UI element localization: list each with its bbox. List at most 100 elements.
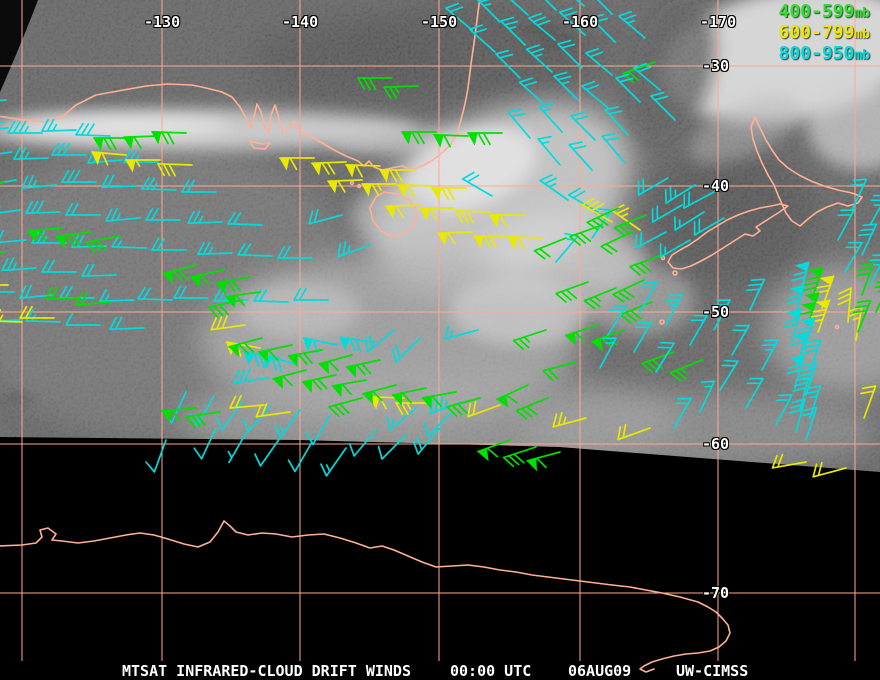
wind-barb [445,2,473,31]
wind-barb [539,174,569,201]
wind-barb [187,210,223,225]
wind-barb [844,241,863,273]
coastline-antarctica [0,520,731,673]
wind-barb [502,446,537,468]
wind-barb-flag [339,336,350,351]
coastlines-layer [0,0,863,673]
wind-barb [101,174,137,189]
wind-barb [600,231,633,255]
wind-barb-flag [345,364,357,378]
wind-barb [210,315,246,331]
wind-barb [639,281,658,313]
island-dot [834,324,840,330]
wind-barb [510,0,529,16]
wind-barb [664,184,696,204]
latitude-label: -50 [702,303,730,321]
wind-barb [237,242,273,257]
wind-barb [109,316,145,331]
wind-barb-flag [473,235,484,249]
wind-barb [788,398,806,433]
wind-barb [242,405,271,433]
wind-barb [383,85,419,100]
wind-barb [528,12,556,41]
wind-barb [227,432,247,464]
wind-barb [799,361,818,396]
legend-unit: mb [854,27,870,42]
wind-barb-flag [496,394,509,408]
wind-barb [19,305,55,319]
latitude-label: -40 [702,177,730,195]
wind-barb [386,407,417,431]
wind-barb [145,207,181,221]
wind-barb [641,351,675,373]
wind-barb [650,91,676,121]
wind-barb-flag [792,331,808,342]
wind-barb [193,427,217,460]
wind-barb-flag [477,447,489,462]
caption-time: 00:00 UTC [450,662,532,680]
wind-barb [761,339,779,371]
wind-barb [601,132,625,163]
wind-barb [468,24,496,53]
wind-barb [719,359,739,391]
wind-barb-flag [467,132,478,146]
wind-barb [85,235,121,253]
island-stewart [672,270,678,276]
wind-barb-flag [507,236,518,250]
wind-barb [553,71,579,101]
wind-barb [157,162,193,177]
wind-barb [558,7,586,36]
wind-barb [689,314,708,346]
wind-barb [181,179,217,193]
wind-barb [423,411,453,437]
wind-barb [515,397,549,420]
wind-barb [512,329,547,351]
wind-barb-flag [243,351,255,366]
wind-barb-flag [526,457,537,472]
wind-barb-flag [257,349,269,363]
wind-barb [771,453,807,469]
wind-barb-flag [794,261,810,272]
wind-barb-flag [397,184,408,198]
wind-barb-flag [279,157,290,171]
wind-barb-flag [801,292,820,312]
wind-barb [665,294,683,326]
wind-barb [555,281,589,303]
wind-barb [455,209,491,224]
wind-barb [604,106,629,136]
wind-barb [357,77,393,91]
wind-barb [0,229,27,244]
wind-barb [612,279,645,303]
wind-barb-flag [786,308,802,319]
wind-barb [613,214,647,237]
wind-barb-flag [331,383,342,398]
longitude-label: -150 [421,13,458,31]
wind-barb [7,120,43,134]
coastline-kangaroo-island [249,140,271,150]
wind-barb [557,39,583,69]
caption-date: 06AUG09 [568,662,632,680]
wind-barb-flag [301,379,313,393]
wind-barb [444,325,479,340]
latitude-label: -70 [702,584,730,602]
wind-barb [227,211,263,226]
wind-barb-flag [421,395,432,410]
wind-barb [65,312,101,326]
longitude-label: -140 [282,13,319,31]
wind-barb [65,202,101,216]
wind-barb [51,142,87,156]
wind-barb-flag [789,284,805,295]
wind-barb [583,287,617,310]
wind-barb-flag [302,337,314,352]
wind-barb [856,262,875,296]
wind-barb [568,141,593,171]
wind-barb-flag [361,183,372,197]
wind-barb-flag [489,214,500,228]
wind-barb-flag [345,164,356,178]
wind-barb-flag [27,229,38,243]
wind-barb [590,13,616,43]
wind-barb [659,239,691,258]
wind-barb [500,16,526,46]
wind-barb [651,204,683,223]
